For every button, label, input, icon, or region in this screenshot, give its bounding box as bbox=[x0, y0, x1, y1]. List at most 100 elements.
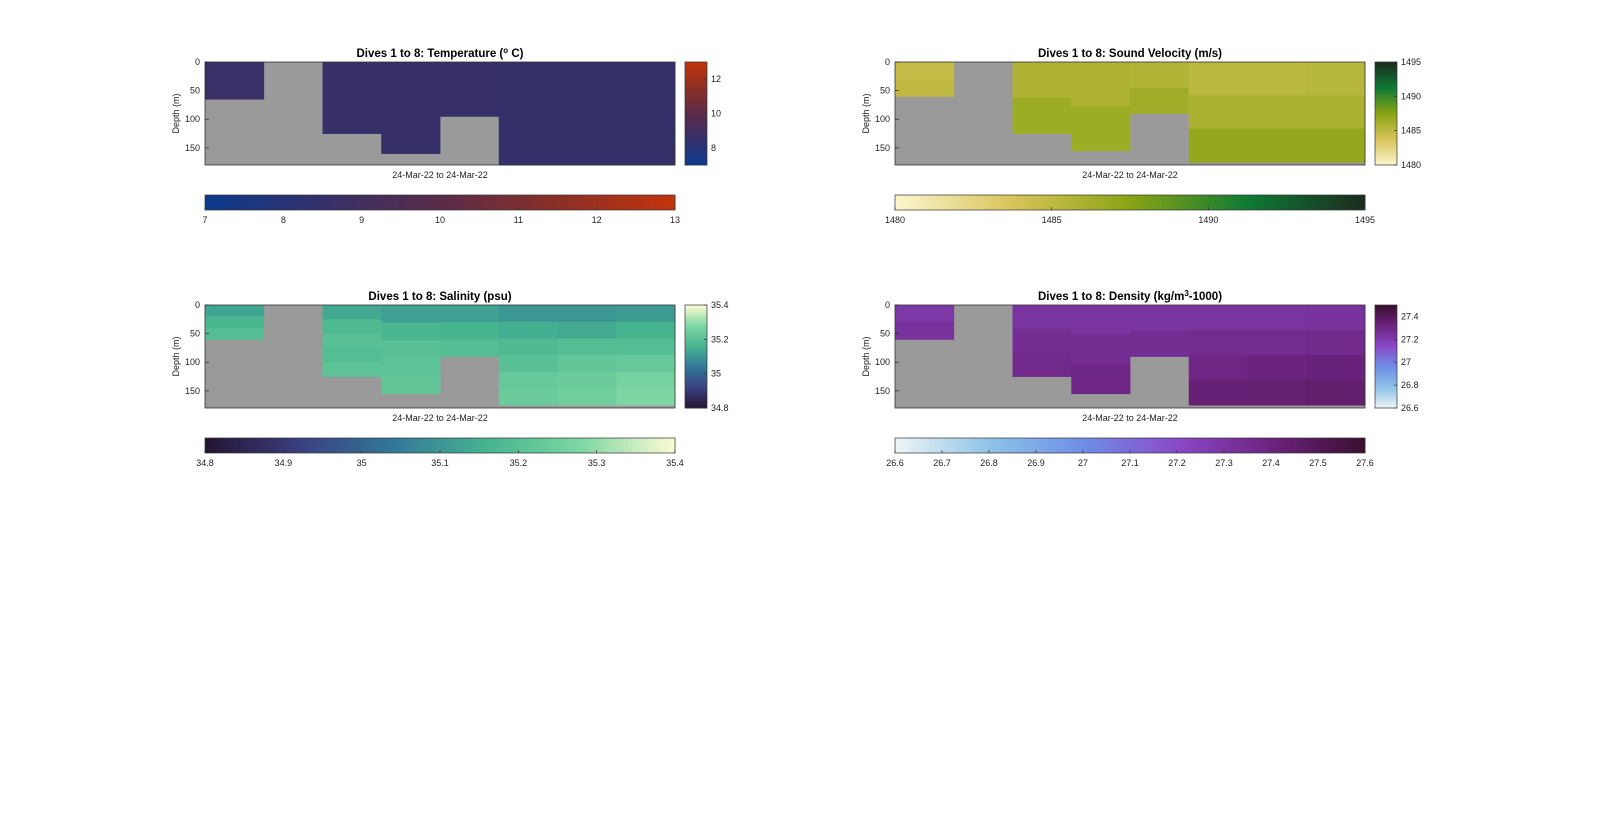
bottom-colorbar-band bbox=[518, 438, 523, 453]
data-cell bbox=[1130, 330, 1190, 357]
bottom-colorbar-band bbox=[1227, 195, 1233, 210]
side-colorbar-band bbox=[1375, 373, 1397, 376]
bottom-colorbar-band bbox=[1325, 438, 1331, 453]
bottom-colorbar-band bbox=[1259, 195, 1264, 210]
bottom-colorbar-band bbox=[1251, 438, 1256, 453]
bottom-colorbar-label: 35 bbox=[357, 458, 367, 468]
bottom-colorbar-band bbox=[1083, 195, 1088, 210]
bottom-colorbar-band bbox=[291, 438, 296, 453]
side-colorbar-band bbox=[1375, 96, 1397, 99]
bottom-colorbar-band bbox=[659, 438, 664, 453]
bottom-colorbar-band bbox=[1000, 438, 1006, 453]
side-colorbar-band bbox=[685, 149, 707, 152]
bottom-colorbar-band bbox=[334, 195, 339, 210]
bottom-colorbar-label: 27.2 bbox=[1168, 458, 1186, 468]
data-cell bbox=[1247, 380, 1307, 406]
bottom-colorbar-band bbox=[432, 195, 437, 210]
bottom-colorbar-band bbox=[295, 438, 300, 453]
side-colorbar-band bbox=[685, 94, 707, 97]
bottom-colorbar-band bbox=[530, 195, 535, 210]
bottom-colorbar-band bbox=[965, 195, 970, 210]
bottom-colorbar-band bbox=[455, 438, 460, 453]
side-colorbar-band bbox=[1375, 125, 1397, 128]
data-cell bbox=[895, 305, 955, 323]
bottom-colorbar-band bbox=[302, 438, 308, 453]
side-colorbar-band bbox=[685, 104, 707, 108]
side-colorbar-band bbox=[685, 308, 707, 311]
side-colorbar-band bbox=[1375, 103, 1397, 106]
side-colorbar-band bbox=[1375, 375, 1397, 378]
bottom-colorbar-label: 12 bbox=[592, 215, 602, 225]
bottom-colorbar-band bbox=[1231, 195, 1237, 210]
bottom-colorbar-band bbox=[291, 195, 296, 210]
side-colorbar-band bbox=[685, 108, 707, 111]
bottom-colorbar-band bbox=[487, 195, 492, 210]
data-cell bbox=[1306, 355, 1366, 381]
bottom-colorbar-band bbox=[1169, 438, 1174, 453]
bottom-colorbar-band bbox=[396, 438, 402, 453]
side-colorbar-band bbox=[1375, 349, 1397, 352]
data-cell bbox=[616, 388, 676, 406]
data-cell bbox=[498, 305, 558, 323]
side-colorbar-band bbox=[685, 154, 707, 157]
side-colorbar-band bbox=[685, 344, 707, 347]
bottom-colorbar-band bbox=[612, 438, 617, 453]
bottom-colorbar-band bbox=[1224, 195, 1229, 210]
bottom-colorbar-band bbox=[381, 195, 386, 210]
bottom-colorbar-band bbox=[1059, 438, 1064, 453]
data-cell bbox=[616, 355, 676, 373]
bottom-colorbar-band bbox=[408, 438, 413, 453]
data-cell bbox=[498, 338, 558, 356]
side-colorbar-band bbox=[1375, 135, 1397, 138]
bottom-colorbar-band bbox=[490, 438, 496, 453]
bottom-colorbar-band bbox=[1020, 195, 1025, 210]
bottom-colorbar-band bbox=[349, 438, 355, 453]
side-colorbar-band bbox=[1375, 110, 1397, 113]
bottom-colorbar-band bbox=[267, 438, 272, 453]
side-colorbar-band bbox=[685, 151, 707, 154]
bottom-colorbar-band bbox=[1329, 438, 1335, 453]
bottom-colorbar-band bbox=[1263, 195, 1268, 210]
bottom-colorbar-band bbox=[283, 195, 288, 210]
bottom-colorbar-band bbox=[381, 438, 386, 453]
bottom-colorbar-label: 10 bbox=[435, 215, 445, 225]
data-cell bbox=[895, 79, 955, 97]
data-cell bbox=[616, 371, 676, 389]
bottom-colorbar-band bbox=[977, 195, 982, 210]
bottom-colorbar-band bbox=[1024, 195, 1029, 210]
side-colorbar-band bbox=[685, 122, 707, 125]
bottom-colorbar-label: 27.3 bbox=[1215, 458, 1233, 468]
bottom-colorbar-band bbox=[1039, 195, 1045, 210]
bottom-colorbar-band bbox=[263, 438, 269, 453]
bottom-colorbar-band bbox=[255, 438, 261, 453]
side-colorbar-band bbox=[1375, 134, 1397, 137]
bottom-colorbar-band bbox=[1212, 438, 1217, 453]
side-colorbar-band bbox=[685, 404, 707, 407]
bottom-colorbar-band bbox=[1188, 195, 1194, 210]
bottom-colorbar-band bbox=[1341, 195, 1346, 210]
bottom-colorbar-band bbox=[600, 438, 605, 453]
bottom-colorbar-band bbox=[989, 438, 994, 453]
side-colorbar-label: 35.2 bbox=[711, 334, 729, 344]
side-colorbar-band bbox=[685, 96, 707, 99]
data-cell bbox=[440, 305, 500, 323]
bottom-colorbar-band bbox=[1036, 195, 1041, 210]
bottom-colorbar-band bbox=[1204, 438, 1209, 453]
y-tick-label: 100 bbox=[185, 114, 200, 124]
bottom-colorbar-band bbox=[471, 438, 476, 453]
bottom-colorbar-band bbox=[393, 438, 398, 453]
side-colorbar-band bbox=[1375, 86, 1397, 89]
bottom-colorbar-band bbox=[475, 195, 480, 210]
bottom-colorbar-frame bbox=[894, 194, 1366, 211]
bottom-colorbar-band bbox=[565, 438, 570, 453]
side-colorbar-band bbox=[685, 329, 707, 332]
bottom-colorbar-band bbox=[1294, 195, 1299, 210]
bottom-colorbar-band bbox=[502, 195, 507, 210]
data-cell bbox=[1188, 305, 1248, 331]
side-colorbar-band bbox=[1375, 404, 1397, 407]
data-cell bbox=[1306, 62, 1366, 96]
side-colorbar-band bbox=[1375, 113, 1397, 116]
side-colorbar-band bbox=[1375, 377, 1397, 380]
bottom-colorbar-band bbox=[224, 438, 229, 453]
